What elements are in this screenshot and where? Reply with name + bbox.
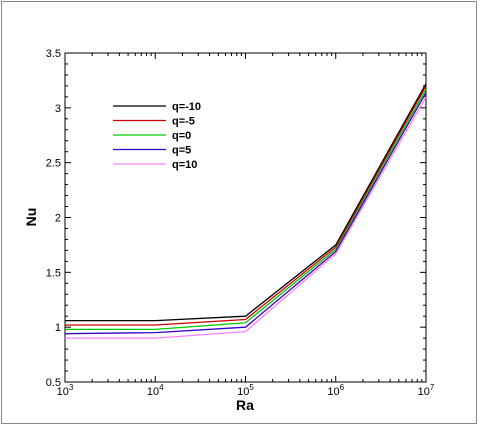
x-tick-label: 104: [147, 383, 164, 398]
legend-label-4: q=10: [172, 159, 197, 171]
legend-label-0: q=-10: [172, 101, 201, 113]
x-tick-label: 106: [327, 383, 344, 398]
x-tick-exponent: 5: [249, 383, 254, 392]
legend-label-3: q=5: [172, 145, 191, 157]
series-line-3: [64, 92, 427, 335]
y-tick-label: 2: [55, 213, 61, 225]
x-tick-exponent: 3: [69, 383, 74, 392]
y-tick-label: 0.5: [46, 377, 61, 389]
x-tick-exponent: 7: [430, 383, 435, 392]
series-line-2: [65, 88, 427, 331]
y-tick-label: 2.5: [46, 158, 61, 170]
y-tick-label: 3: [55, 103, 61, 115]
series-line-4: [65, 96, 427, 339]
x-axis-title: Ra: [236, 397, 254, 413]
x-tick-label: 103: [57, 383, 74, 398]
x-tick-exponent: 6: [340, 383, 345, 392]
x-tick-exponent: 4: [159, 383, 164, 392]
x-tick-label: 105: [237, 383, 254, 398]
y-tick-label: 3.5: [46, 48, 61, 60]
x-tick-base: 10: [237, 386, 249, 398]
y-tick-label: 1.5: [46, 267, 61, 279]
series-line-1: [65, 85, 427, 326]
x-tick-base: 10: [327, 386, 339, 398]
series-line-0: [65, 83, 427, 322]
y-tick-label: 1: [55, 322, 61, 334]
legend-label-1: q=-5: [172, 116, 195, 128]
x-tick-base: 10: [147, 386, 159, 398]
x-tick-base: 10: [418, 386, 430, 398]
legend-label-2: q=0: [172, 130, 191, 142]
x-tick-base: 10: [57, 386, 69, 398]
y-axis-title: Nu: [23, 208, 39, 227]
x-tick-label: 107: [418, 383, 435, 398]
